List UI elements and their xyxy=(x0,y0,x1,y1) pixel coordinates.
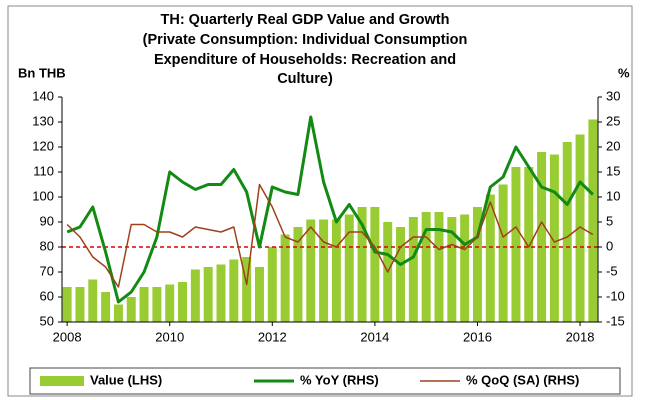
bar xyxy=(472,207,482,322)
line-series xyxy=(66,115,594,304)
bar xyxy=(216,264,226,322)
bar xyxy=(203,267,213,322)
bar xyxy=(460,214,470,322)
y2-tick-label: -5 xyxy=(606,263,618,278)
bar xyxy=(498,184,508,322)
bar xyxy=(408,217,418,322)
bar xyxy=(485,194,495,322)
y-axis-label: Bn THB xyxy=(18,65,66,80)
chart-title: Expenditure of Households: Recreation an… xyxy=(154,52,456,68)
chart-title: Culture) xyxy=(277,71,333,87)
y-tick-label: 60 xyxy=(40,288,54,303)
legend-label: Value (LHS) xyxy=(90,372,162,387)
bar xyxy=(280,234,290,322)
bar xyxy=(139,287,149,322)
bar xyxy=(575,134,585,322)
y2-tick-label: 10 xyxy=(606,188,620,203)
y-tick-label: 50 xyxy=(40,313,54,328)
bar xyxy=(101,292,111,322)
y2-tick-label: -15 xyxy=(606,313,625,328)
y2-axis-label: % xyxy=(618,65,630,80)
bar xyxy=(267,247,277,322)
bar xyxy=(113,304,123,322)
y2-tick-label: 15 xyxy=(606,163,620,178)
bar xyxy=(319,219,329,322)
bar xyxy=(152,287,162,322)
y-tick-label: 100 xyxy=(32,188,54,203)
bar xyxy=(331,219,341,322)
bar xyxy=(344,214,354,322)
legend-label: % QoQ (SA) (RHS) xyxy=(466,372,579,387)
y-tick-label: 140 xyxy=(32,88,54,103)
bar xyxy=(242,257,252,322)
bar xyxy=(588,119,598,322)
x-tick-label: 2010 xyxy=(155,329,184,344)
bar xyxy=(62,287,72,322)
bar xyxy=(370,207,380,322)
bar xyxy=(293,227,303,322)
legend-label: % YoY (RHS) xyxy=(300,372,379,387)
bar xyxy=(254,267,264,322)
bar xyxy=(88,279,98,322)
bar xyxy=(524,167,534,322)
bar xyxy=(434,212,444,322)
y2-tick-label: 5 xyxy=(606,213,613,228)
bar xyxy=(447,217,457,322)
bar xyxy=(165,284,175,322)
y-tick-label: 70 xyxy=(40,263,54,278)
y-tick-label: 130 xyxy=(32,113,54,128)
bar xyxy=(306,219,316,322)
chart-title: (Private Consumption: Individual Consump… xyxy=(143,32,468,48)
bar xyxy=(357,207,367,322)
bar xyxy=(549,154,559,322)
bar xyxy=(190,269,200,322)
x-tick-label: 2018 xyxy=(566,329,595,344)
x-tick-label: 2008 xyxy=(53,329,82,344)
x-tick-label: 2016 xyxy=(463,329,492,344)
bar xyxy=(229,259,239,322)
y2-tick-label: 0 xyxy=(606,238,613,253)
bar xyxy=(178,282,188,322)
bar xyxy=(562,142,572,322)
y-tick-label: 90 xyxy=(40,213,54,228)
bar xyxy=(75,287,85,322)
line-series xyxy=(66,183,594,288)
y-tick-label: 80 xyxy=(40,238,54,253)
y-tick-label: 110 xyxy=(33,163,54,178)
bar xyxy=(537,152,547,322)
y2-tick-label: -10 xyxy=(606,288,625,303)
legend-box xyxy=(29,367,621,395)
x-tick-label: 2012 xyxy=(258,329,287,344)
x-tick-label: 2014 xyxy=(360,329,389,344)
chart-title: TH: Quarterly Real GDP Value and Growth xyxy=(161,12,450,28)
y2-tick-label: 30 xyxy=(606,88,620,103)
bar xyxy=(396,227,406,322)
y2-tick-label: 20 xyxy=(606,138,620,153)
bar xyxy=(511,167,521,322)
bar xyxy=(421,212,431,322)
y-tick-label: 120 xyxy=(32,138,54,153)
legend-swatch xyxy=(40,376,84,386)
y2-tick-label: 25 xyxy=(606,113,620,128)
bar xyxy=(126,297,136,322)
